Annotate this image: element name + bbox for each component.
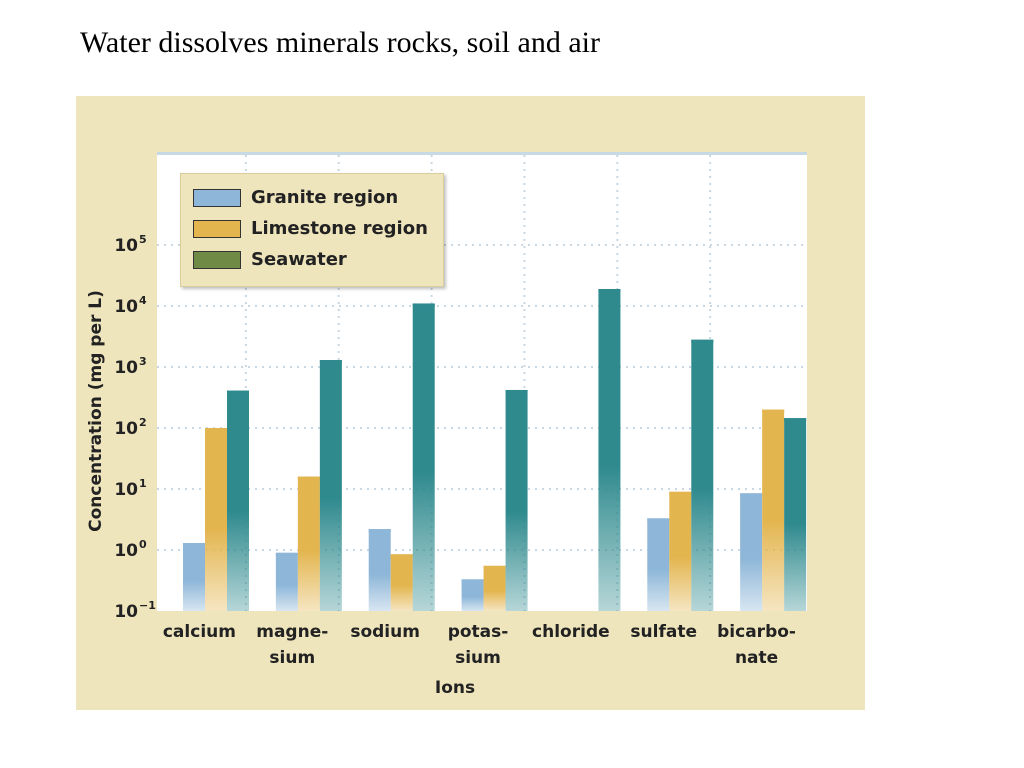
legend: Granite region Limestone region Seawater <box>180 173 444 287</box>
bar-2-2 <box>412 303 435 611</box>
x-tick-label: chloride <box>532 622 610 642</box>
y-tick-label: 10 <box>114 236 138 256</box>
bar-cap-2-0 <box>227 390 249 394</box>
y-tick-label: 10 <box>114 541 138 561</box>
y-tick-exponent: 5 <box>139 233 147 246</box>
x-axis-label: Ions <box>435 678 475 698</box>
bar-cap-0-0 <box>183 543 205 547</box>
bar-1-2 <box>390 554 413 611</box>
bar-0-5 <box>647 518 670 611</box>
bar-2-6 <box>784 418 807 611</box>
x-tick-label: potas- <box>448 622 509 642</box>
y-tick-label: 10 <box>114 602 138 622</box>
bar-1-6 <box>762 409 785 611</box>
bar-cap-1-6 <box>762 409 785 413</box>
bar-cap-0-6 <box>740 493 763 497</box>
y-tick-label: 10 <box>114 480 138 500</box>
y-tick-exponent: 3 <box>139 355 147 368</box>
bar-2-0 <box>227 390 249 611</box>
y-tick-label: 10 <box>114 297 138 317</box>
y-tick-exponent: −1 <box>139 599 156 612</box>
bar-0-6 <box>740 493 763 611</box>
bar-cap-1-2 <box>390 554 413 558</box>
x-tick-labels: calcium magne-sium sodium potas-sium chlorid… <box>163 622 796 668</box>
bar-cap-2-1 <box>319 360 342 364</box>
bar-1-1 <box>297 476 320 611</box>
bar-2-1 <box>319 360 342 611</box>
bar-0-0 <box>183 543 205 611</box>
bar-cap-2-6 <box>784 418 807 422</box>
legend-item-granite: Granite region <box>181 182 443 213</box>
bar-cap-1-5 <box>669 491 692 495</box>
bar-cap-0-5 <box>647 518 670 522</box>
legend-label-granite: Granite region <box>251 187 399 208</box>
bar-2-5 <box>691 339 714 611</box>
bar-cap-0-1 <box>275 552 298 556</box>
x-tick-label: sulfate <box>630 622 697 642</box>
bars <box>183 288 807 611</box>
bar-2-3 <box>505 389 528 611</box>
legend-swatch-seawater <box>193 250 241 269</box>
x-tick-label: sodium <box>350 622 420 642</box>
bar-0-3 <box>461 579 484 611</box>
x-tick-label: calcium <box>163 622 236 642</box>
bar-cap-2-5 <box>691 339 714 343</box>
x-tick-label: bicarbo- <box>717 622 796 642</box>
bar-0-1 <box>275 552 298 611</box>
legend-item-limestone: Limestone region <box>181 213 443 244</box>
x-tick-label: magne- <box>256 622 328 642</box>
y-tick-exponent: 2 <box>139 416 147 429</box>
bar-cap-0-3 <box>461 579 484 583</box>
legend-item-seawater: Seawater <box>181 244 443 275</box>
bar-2-4 <box>598 288 621 611</box>
bar-cap-2-4 <box>598 288 621 292</box>
legend-label-seawater: Seawater <box>251 249 347 270</box>
legend-swatch-granite <box>193 188 241 207</box>
bar-cap-1-0 <box>205 428 227 431</box>
bar-cap-0-2 <box>368 529 391 533</box>
x-tick-label: sium <box>269 648 315 668</box>
legend-swatch-limestone <box>193 219 241 238</box>
x-tick-label: sium <box>455 648 501 668</box>
bar-cap-2-3 <box>505 389 528 393</box>
legend-label-limestone: Limestone region <box>251 218 428 239</box>
x-tick-label: nate <box>735 648 778 668</box>
bar-0-2 <box>368 529 391 611</box>
bar-cap-1-1 <box>297 476 320 480</box>
y-tick-label: 10 <box>114 419 138 439</box>
y-tick-exponent: 4 <box>139 294 147 307</box>
bar-1-5 <box>669 491 692 611</box>
bar-cap-1-3 <box>483 565 506 569</box>
y-tick-exponent: 1 <box>139 477 147 490</box>
slide-title: Water dissolves minerals rocks, soil and… <box>80 26 600 59</box>
y-tick-exponent: 0 <box>139 538 147 551</box>
y-axis-label: Concentration (mg per L) <box>86 290 106 532</box>
bar-1-3 <box>483 565 506 611</box>
bar-1-0 <box>205 428 227 611</box>
bar-cap-2-2 <box>412 303 435 307</box>
y-tick-label: 10 <box>114 358 138 378</box>
